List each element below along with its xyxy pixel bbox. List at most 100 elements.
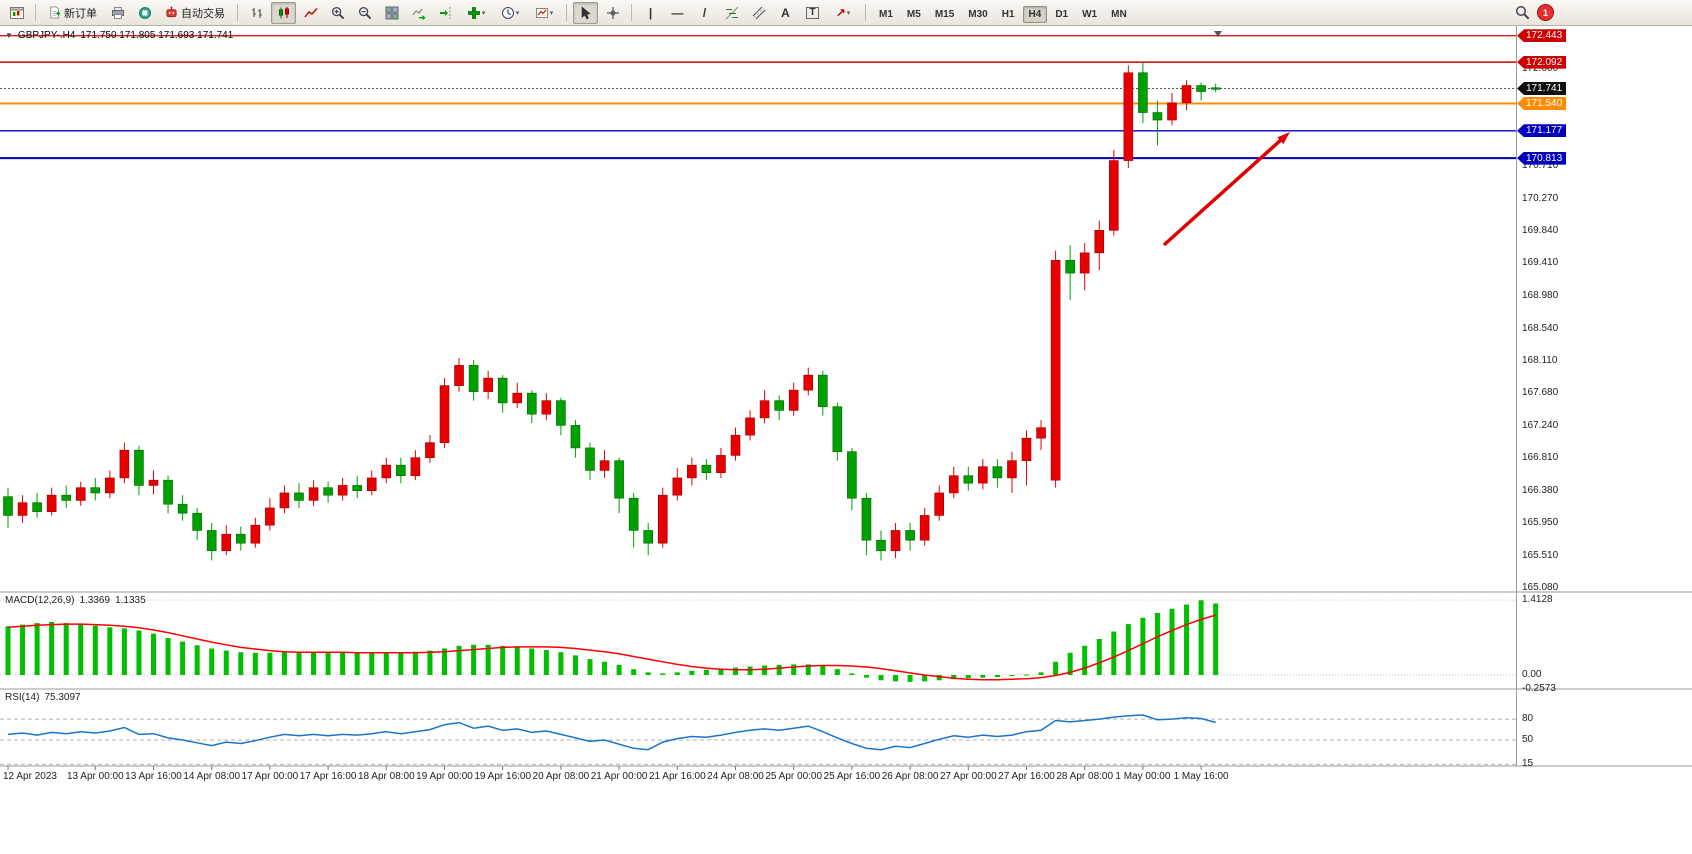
macd-histogram-bar [442, 648, 447, 675]
time-axis-label: 18 Apr 08:00 [357, 771, 415, 782]
macd-histogram-bar [747, 666, 753, 675]
search-icon[interactable] [1510, 2, 1535, 24]
macd-histogram-bar [1067, 652, 1073, 675]
chart-canvas[interactable] [0, 26, 1692, 854]
auto-trading-button[interactable]: 自动交易 [159, 3, 231, 23]
candle-body [17, 502, 28, 516]
macd-histogram-bar [587, 659, 593, 675]
zoom-in-icon[interactable] [325, 2, 350, 24]
arrows-tool-icon[interactable]: ↗ ▾ [827, 2, 859, 24]
candle-body [585, 447, 595, 471]
templates-icon[interactable]: ▾ [528, 2, 560, 24]
timeframe-button-m5[interactable]: M5 [906, 8, 921, 20]
macd-histogram-bar [805, 664, 811, 675]
time-axis-label: 17 Apr 00:00 [241, 771, 299, 782]
candle-body [905, 530, 915, 541]
zoom-out-icon[interactable] [352, 2, 377, 24]
candle-body [323, 487, 333, 496]
macd-axis-label: 0.00 [1522, 669, 1542, 680]
time-axis-label: 27 Apr 00:00 [939, 771, 997, 782]
timeframe-button-h4[interactable]: H4 [1022, 5, 1048, 23]
time-axis-label: 26 Apr 08:00 [881, 771, 939, 782]
macd-histogram-bar [1140, 617, 1146, 675]
rsi-line [7, 714, 1216, 751]
chart-window[interactable]: ▼ GBPJPY-.H4 171.750 171.805 171.693 171… [0, 26, 1692, 854]
chart-shift-icon[interactable] [433, 2, 458, 24]
macd-histogram-bar [616, 664, 622, 675]
candle-body [3, 496, 13, 516]
candlestick-chart-icon[interactable] [271, 1, 296, 24]
tile-windows-icon[interactable] [379, 2, 404, 24]
time-axis-label: 13 Apr 16:00 [125, 771, 182, 782]
time-axis-label: 1 May 00:00 [1115, 771, 1171, 782]
macd-histogram-bar [936, 675, 942, 681]
macd-histogram-bar [121, 628, 127, 675]
line-chart-icon[interactable] [298, 2, 323, 24]
candle-body [425, 442, 435, 458]
candle-body [105, 477, 115, 494]
candle-body [1065, 260, 1075, 274]
notification-badge[interactable]: 1 [1537, 4, 1554, 21]
macd-histogram-bar [791, 664, 797, 675]
candle-body [75, 487, 86, 501]
price-axis-label: 165.510 [1522, 549, 1559, 561]
candle-body [134, 449, 144, 486]
timeframe-button-mn[interactable]: MN [1111, 8, 1127, 20]
price-tag: 171.741 [1517, 81, 1566, 95]
candle-body [992, 466, 1003, 479]
macd-histogram-bar [863, 675, 869, 678]
print-icon[interactable] [105, 2, 130, 24]
crosshair-icon[interactable] [600, 2, 625, 24]
timeframe-button-m15[interactable]: M15 [934, 8, 955, 20]
candle-body [497, 377, 508, 404]
periods-icon[interactable]: ▾ [494, 2, 526, 24]
macd-histogram-bar [718, 668, 724, 675]
candle-body [236, 533, 246, 544]
candle-body [1021, 437, 1032, 461]
print-glyph [111, 6, 124, 19]
timeframe-button-h1[interactable]: H1 [1001, 8, 1015, 20]
chart-window-icon[interactable] [4, 2, 29, 24]
time-axis-label: 27 Apr 16:00 [998, 771, 1055, 782]
timeframe-button-w1[interactable]: W1 [1082, 8, 1098, 20]
fullscreen-icon[interactable] [132, 2, 157, 24]
timeframe-button-m30[interactable]: M30 [968, 8, 988, 20]
text-tool-icon[interactable]: A [773, 2, 798, 24]
new-order-button[interactable]: 新订单 [42, 3, 103, 23]
templates-glyph [535, 7, 548, 18]
trendline-tool-icon[interactable]: / [692, 2, 717, 24]
indicators-icon[interactable]: ▾ [460, 2, 492, 24]
candle-body [701, 464, 712, 473]
vertical-line-tool-icon[interactable]: | [638, 2, 663, 24]
annotation-arrow[interactable] [1163, 137, 1284, 246]
candle-body [366, 477, 377, 491]
text-label-tool-icon[interactable]: T [800, 2, 825, 24]
auto-scroll-icon[interactable] [406, 2, 431, 24]
timeframe-button-m1[interactable]: M1 [879, 8, 893, 20]
candle-body [556, 400, 566, 426]
annotation-arrow-head[interactable] [1277, 132, 1290, 145]
time-axis-label: 1 May 16:00 [1173, 771, 1229, 782]
horizontal-line-tool-icon[interactable]: — [665, 2, 690, 24]
timeframe-button-d1[interactable]: D1 [1055, 8, 1069, 20]
price-tag: 172.092 [1517, 55, 1566, 69]
price-axis-label: 165.950 [1522, 516, 1559, 528]
bar-chart-icon[interactable] [244, 2, 269, 24]
one-click-trading-toggle[interactable]: ▼ [5, 31, 13, 40]
line-chart-glyph [303, 7, 318, 17]
macd-histogram-bar [412, 651, 418, 675]
fibonacci-tool-icon[interactable] [719, 2, 744, 24]
candle-body [628, 497, 639, 531]
time-axis-label: 24 Apr 08:00 [707, 771, 764, 782]
cursor-icon[interactable] [573, 1, 598, 24]
macd-histogram-bar [180, 641, 186, 675]
macd-histogram-bar [1169, 608, 1175, 675]
channel-tool-icon[interactable] [746, 2, 771, 24]
candle-body [192, 512, 202, 531]
candle-body [1079, 252, 1090, 274]
macd-histogram-bar [529, 648, 535, 675]
zoom-out-glyph [358, 6, 371, 19]
macd-histogram-bar [1009, 675, 1015, 677]
macd-histogram-bar [296, 652, 302, 675]
candle-body [468, 365, 479, 392]
